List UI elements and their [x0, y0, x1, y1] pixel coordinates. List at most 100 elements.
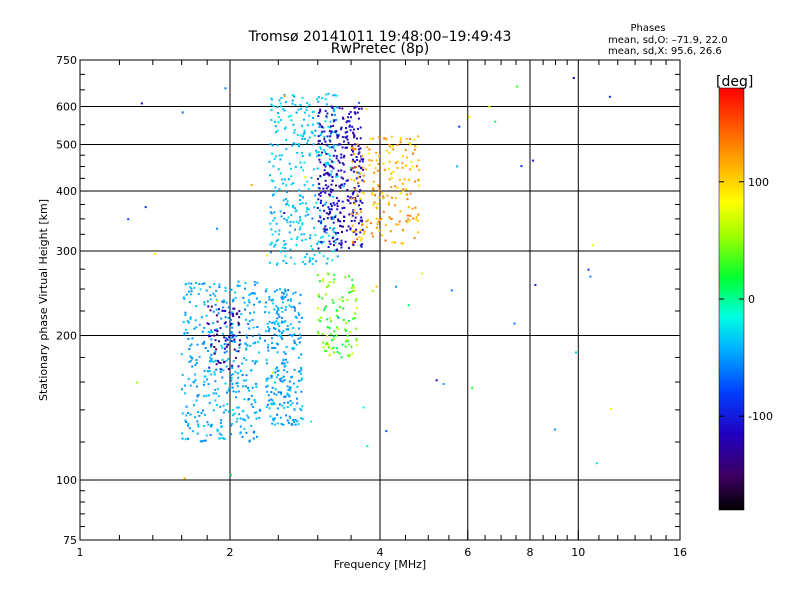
- data-point: [324, 120, 327, 123]
- data-point: [281, 310, 284, 313]
- data-point: [367, 219, 369, 222]
- data-point: [217, 395, 220, 398]
- data-point: [360, 237, 363, 240]
- data-point: [366, 146, 369, 149]
- data-point: [299, 219, 302, 222]
- data-point: [247, 299, 250, 302]
- data-point: [205, 289, 208, 292]
- data-point: [194, 319, 197, 322]
- data-point: [321, 97, 324, 100]
- data-point: [358, 236, 361, 238]
- data-point: [354, 202, 356, 205]
- data-point: [243, 379, 246, 382]
- data-point: [185, 328, 188, 331]
- data-point: [212, 322, 215, 325]
- data-point: [360, 229, 362, 232]
- data-point: [209, 434, 212, 436]
- data-point: [314, 233, 317, 236]
- data-point: [231, 364, 234, 367]
- data-point: [316, 155, 319, 158]
- data-point: [212, 292, 215, 295]
- data-point: [246, 344, 249, 347]
- data-point: [229, 289, 232, 292]
- data-point: [184, 314, 187, 316]
- data-point: [312, 117, 314, 119]
- data-point: [277, 329, 280, 332]
- data-point: [292, 327, 295, 329]
- data-point: [355, 228, 357, 231]
- data-point: [355, 339, 358, 342]
- data-point: [351, 125, 354, 128]
- data-point: [218, 283, 221, 286]
- data-point: [391, 241, 394, 244]
- data-point: [319, 175, 322, 177]
- data-point: [214, 294, 216, 297]
- data-point: [291, 347, 294, 349]
- data-point: [232, 315, 235, 318]
- data-point: [250, 369, 253, 372]
- data-point: [227, 410, 230, 413]
- data-point: [274, 125, 277, 128]
- data-point: [273, 327, 276, 330]
- data-point: [283, 109, 286, 112]
- data-point: [359, 175, 362, 178]
- data-point: [181, 388, 183, 391]
- data-point: [314, 194, 317, 197]
- data-point: [239, 432, 242, 435]
- data-point: [318, 158, 321, 161]
- data-point: [331, 107, 334, 109]
- data-point: [223, 336, 226, 339]
- data-point: [224, 347, 226, 350]
- data-point: [244, 385, 247, 388]
- data-point: [332, 161, 335, 164]
- data-point: [324, 140, 327, 143]
- data-point: [418, 168, 421, 171]
- data-point: [267, 326, 270, 329]
- data-point: [281, 362, 284, 365]
- data-point: [280, 321, 283, 324]
- data-point: [337, 134, 340, 137]
- data-point: [270, 402, 273, 405]
- data-point: [384, 239, 387, 242]
- data-point: [390, 172, 393, 175]
- data-point: [189, 293, 192, 296]
- data-point: [360, 210, 363, 213]
- data-point: [319, 161, 322, 164]
- data-point: [328, 174, 331, 177]
- data-point: [289, 387, 292, 390]
- data-point: [237, 406, 240, 409]
- data-point: [225, 365, 228, 368]
- data-point: [272, 105, 275, 108]
- data-point: [294, 391, 297, 394]
- data-point: [222, 404, 225, 407]
- data-point: [336, 205, 339, 208]
- data-point: [241, 362, 244, 365]
- data-point: [154, 252, 157, 255]
- data-point: [321, 297, 324, 300]
- data-point: [403, 178, 406, 181]
- data-point: [352, 170, 355, 173]
- data-point: [299, 226, 302, 229]
- data-point: [332, 281, 335, 284]
- data-point: [394, 197, 397, 200]
- data-point: [348, 275, 351, 278]
- data-point: [182, 321, 185, 324]
- data-point: [285, 306, 287, 308]
- data-point: [323, 309, 326, 312]
- data-point: [284, 358, 287, 361]
- data-point: [323, 173, 326, 176]
- data-point: [281, 291, 284, 294]
- data-point: [323, 230, 326, 233]
- data-point: [237, 350, 240, 353]
- data-point: [322, 163, 325, 166]
- data-point: [329, 188, 332, 191]
- data-point: [231, 311, 234, 314]
- data-point: [340, 153, 343, 156]
- data-point: [244, 308, 247, 311]
- x-tick-label: 16: [673, 546, 687, 559]
- data-point: [359, 208, 362, 210]
- data-point: [202, 383, 205, 386]
- data-point: [387, 201, 390, 204]
- data-point: [311, 111, 314, 113]
- data-point: [359, 219, 362, 222]
